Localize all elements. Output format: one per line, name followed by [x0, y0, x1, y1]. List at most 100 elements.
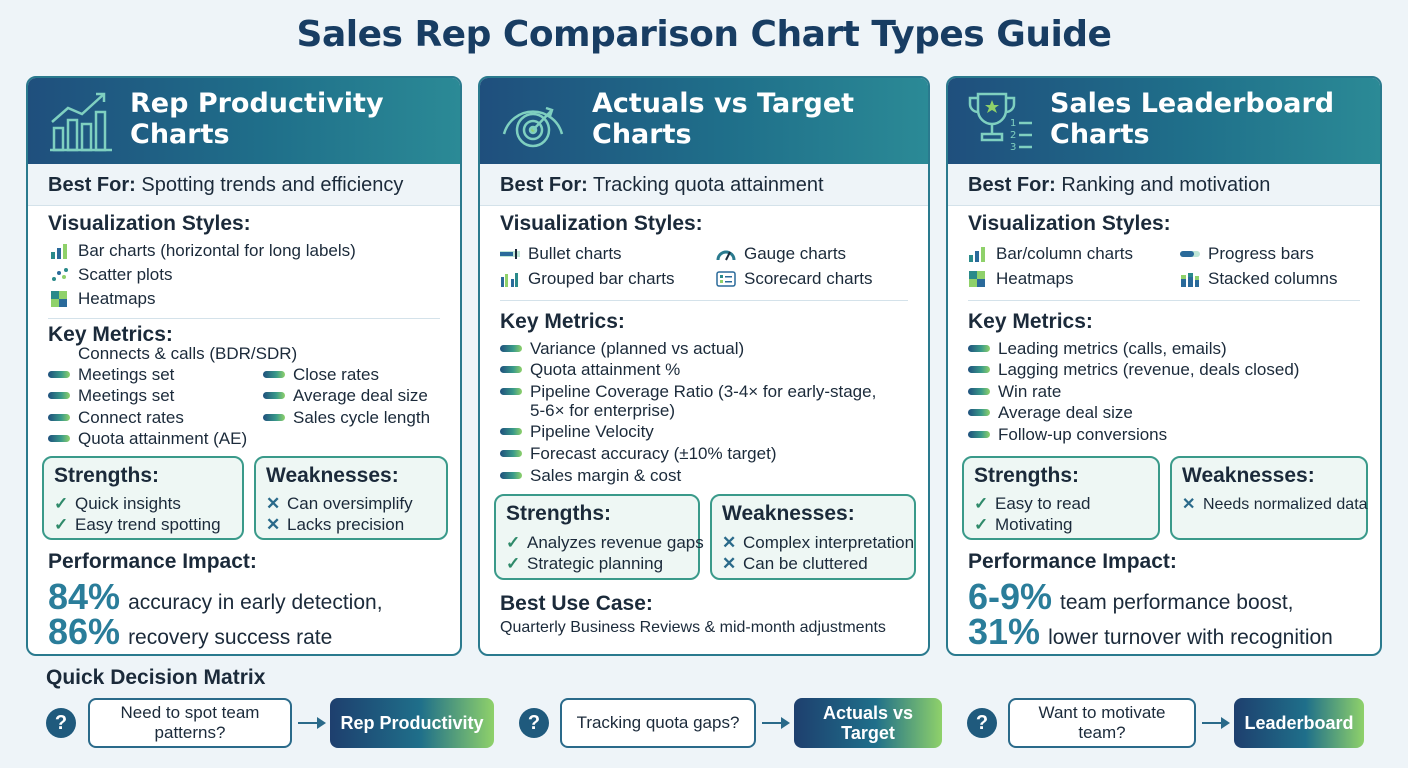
metric-item: Pipeline Velocity [500, 422, 654, 442]
vis-item: Scatter plots [50, 265, 173, 285]
heatmap-icon [51, 291, 67, 307]
weakness-item: ✕ Can oversimplify [266, 494, 413, 513]
stacked-column-icon [1181, 273, 1199, 287]
gauge-icon [716, 250, 736, 261]
vis-styles-heading: Visualization Styles: [968, 212, 1171, 235]
weakness-item: ✕ Can be cluttered [722, 554, 868, 573]
impact-stat: 31% lower turnover with recognition [968, 611, 1333, 652]
card-title: Sales Leaderboard Charts [1050, 88, 1335, 150]
strengths-box: Strengths: ✓ Analyzes revenue gaps ✓ Strat… [494, 494, 704, 580]
matrix-question: Want to motivate team? [1008, 698, 1196, 748]
trophy-ranking-icon: 1 2 3 [968, 92, 1032, 153]
card-leaderboard: 1 2 3 Sales Leaderboard Charts Best For:… [946, 76, 1382, 656]
key-metrics-heading: Key Metrics: [968, 310, 1093, 333]
metric-item: Meetings set [48, 365, 174, 385]
key-metrics-heading: Key Metrics: [500, 310, 625, 333]
strengths-box: Strengths: ✓ Quick insights ✓ Easy trend s… [42, 456, 244, 540]
metric-item: Forecast accuracy (±10% target) [500, 444, 776, 464]
strength-item: ✓ Analyzes revenue gaps [506, 533, 704, 552]
weakness-item: ✕ Needs normalized data [1182, 496, 1368, 513]
matrix-result: Leaderboard [1234, 698, 1364, 748]
best-for: Best For: Tracking quota attainment [480, 164, 928, 206]
metric-item: Sales cycle length [263, 408, 430, 428]
strength-item: ✓ Motivating [974, 515, 1073, 534]
card-actuals-vs-target: Actuals vs Target Charts Best For: Track… [478, 76, 930, 656]
metric-item: Close rates [263, 365, 379, 385]
vis-item: Gauge charts [716, 244, 846, 264]
divider [48, 318, 440, 319]
matrix-question: Need to spot team patterns? [88, 698, 292, 748]
card-title: Actuals vs Target Charts [592, 88, 855, 150]
matrix-question: Tracking quota gaps? [560, 698, 756, 748]
metric-item: Leading metrics (calls, emails) [968, 339, 1227, 359]
metric-item: Win rate [968, 382, 1061, 402]
grouped-bar-icon [501, 273, 518, 287]
question-icon: ? [519, 708, 549, 738]
metric-item: 5-6× for enterprise) [530, 401, 676, 420]
card-title: Rep Productivity Charts [130, 88, 384, 150]
weaknesses-box: Weaknesses: ✕ Can oversimplify ✕ Lacks pre… [254, 456, 448, 540]
matrix-result: Actuals vs Target [794, 698, 942, 748]
metric-item: Pipeline Coverage Ratio (3-4× for early-… [500, 382, 876, 402]
svg-text:3: 3 [1010, 142, 1016, 153]
weaknesses-box: Weaknesses: ✕ Complex interpretation ✕ Can… [710, 494, 916, 580]
vis-item: Bullet charts [500, 244, 622, 264]
vis-styles-heading: Visualization Styles: [500, 212, 703, 235]
metric-item: Follow-up conversions [968, 425, 1167, 445]
question-icon: ? [46, 708, 76, 738]
arrow-icon [762, 717, 790, 729]
strength-item: ✓ Easy to read [974, 494, 1091, 513]
card-header: Rep Productivity Charts [28, 78, 460, 164]
matrix-result: Rep Productivity [330, 698, 494, 748]
use-case-heading: Best Use Case: [500, 592, 653, 615]
card-rep-productivity: Rep Productivity Charts Best For: Spotti… [26, 76, 462, 656]
strength-item: ✓ Easy trend spotting [54, 515, 221, 534]
strength-item: ✓ Strategic planning [506, 554, 664, 573]
metric-item: Connect rates [48, 408, 184, 428]
scatter-icon [52, 268, 68, 281]
metric-item: Variance (planned vs actual) [500, 339, 744, 359]
divider [968, 300, 1360, 301]
metric-item: Meetings set [48, 386, 174, 406]
question-icon: ? [967, 708, 997, 738]
best-for: Best For: Ranking and motivation [948, 164, 1380, 206]
vis-item: Stacked columns [1180, 269, 1337, 289]
vis-item: Bar/column charts [968, 244, 1133, 264]
bullet-chart-icon [500, 249, 520, 259]
arrow-icon [1202, 717, 1230, 729]
impact-heading: Performance Impact: [48, 550, 257, 573]
strength-item: ✓ Quick insights [54, 494, 181, 513]
growth-chart-icon [50, 92, 112, 152]
scorecard-icon [716, 271, 736, 287]
weaknesses-box: Weaknesses: ✕ Needs normalized data [1170, 456, 1368, 540]
vis-item: Grouped bar charts [500, 269, 674, 289]
bar-chart-icon [51, 244, 67, 259]
bar-chart-icon [969, 247, 985, 262]
strengths-box: Strengths: ✓ Easy to read ✓ Motivating [962, 456, 1160, 540]
metric-item: Connects & calls (BDR/SDR) [78, 344, 298, 363]
impact-stat: 6-9% team performance boost, [968, 576, 1294, 617]
metric-item: Sales margin & cost [500, 466, 681, 486]
vis-item: Bar charts (horizontal for long labels) [50, 241, 356, 261]
progress-bar-icon [1180, 251, 1200, 257]
divider [500, 300, 908, 301]
svg-text:2: 2 [1010, 130, 1016, 141]
best-for: Best For: Spotting trends and efficiency [28, 164, 460, 206]
impact-stat: 86% recovery success rate [48, 611, 333, 652]
impact-heading: Performance Impact: [968, 550, 1177, 573]
metric-item: Lagging metrics (revenue, deals closed) [968, 360, 1299, 380]
arrow-icon [298, 717, 326, 729]
vis-item: Heatmaps [50, 289, 155, 309]
use-case-text: Quarterly Business Reviews & mid-month a… [500, 619, 886, 636]
matrix-title: Quick Decision Matrix [46, 666, 266, 689]
page-title: Sales Rep Comparison Chart Types Guide [296, 14, 1112, 55]
impact-stat: 84% accuracy in early detection, [48, 576, 383, 617]
key-metrics-heading: Key Metrics: [48, 323, 173, 346]
weakness-item: ✕ Complex interpretation [722, 533, 915, 552]
svg-text:1: 1 [1010, 118, 1016, 129]
vis-item: Scorecard charts [716, 269, 873, 289]
card-header: 1 2 3 Sales Leaderboard Charts [948, 78, 1380, 164]
metric-item: Quota attainment % [500, 360, 680, 380]
vis-styles-heading: Visualization Styles: [48, 212, 251, 235]
vis-item: Progress bars [1180, 244, 1314, 264]
